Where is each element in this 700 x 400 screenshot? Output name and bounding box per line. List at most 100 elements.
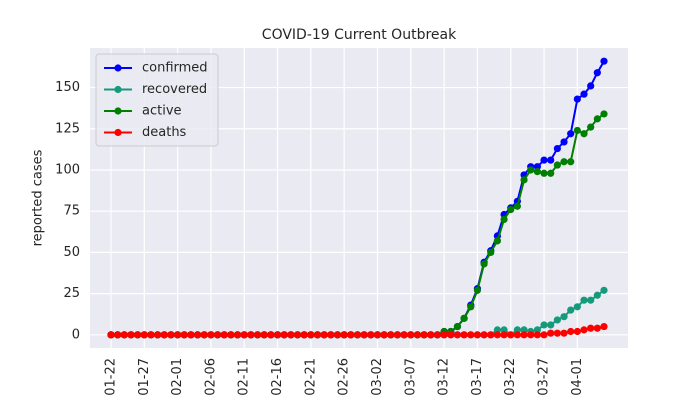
point [453, 322, 462, 331]
y-tick-label: 25 [63, 286, 80, 301]
point [473, 286, 482, 294]
x-tick-label: 02-01 [170, 358, 185, 396]
point [493, 237, 502, 245]
point [453, 331, 462, 339]
legend-label: deaths [142, 125, 187, 140]
y-tick-label: 100 [55, 162, 80, 177]
x-tick-label: 01-22 [104, 358, 119, 396]
point [287, 331, 295, 339]
point [440, 331, 448, 339]
point [320, 331, 328, 339]
point [547, 329, 555, 337]
point [154, 331, 162, 339]
point [593, 324, 601, 332]
point [267, 331, 275, 339]
chart-title: COVID-19 Current Outbreak [262, 27, 457, 43]
x-tick-label: 03-27 [537, 358, 552, 396]
point [533, 331, 541, 339]
point [333, 331, 342, 339]
point [547, 321, 555, 329]
point [567, 327, 575, 336]
point [600, 110, 608, 118]
point [200, 331, 208, 339]
legend-label: confirmed [142, 61, 208, 76]
point [587, 324, 595, 332]
point [380, 331, 388, 339]
point [253, 331, 262, 339]
point [140, 331, 148, 339]
point [327, 331, 335, 339]
point [533, 168, 541, 176]
x-tick-label: 02-16 [270, 358, 285, 396]
point [114, 331, 122, 339]
point [227, 331, 235, 339]
point [553, 329, 561, 337]
point [500, 215, 508, 224]
point [473, 331, 482, 339]
point [247, 331, 255, 339]
point [407, 331, 415, 339]
point [600, 286, 608, 294]
x-tick-label: 03-07 [403, 358, 418, 396]
point [120, 331, 128, 339]
point [520, 176, 528, 184]
x-tick-label: 02-06 [203, 358, 218, 396]
y-tick-label: 150 [55, 80, 80, 95]
point [413, 331, 422, 339]
legend-box [95, 53, 219, 147]
point [553, 316, 561, 324]
point [600, 322, 608, 331]
point [194, 331, 202, 339]
point [273, 331, 282, 339]
point [593, 115, 601, 123]
point [507, 205, 515, 214]
point [460, 314, 468, 322]
y-tick-label: 125 [55, 121, 80, 136]
point [467, 303, 475, 311]
point [593, 291, 601, 299]
point [213, 331, 222, 339]
point [467, 331, 475, 339]
point [580, 130, 588, 138]
point [240, 331, 248, 339]
point [347, 331, 355, 339]
point [147, 331, 155, 339]
point [567, 130, 575, 138]
point [260, 331, 268, 339]
point [180, 331, 188, 339]
point [134, 331, 142, 339]
x-tick-label: 02-11 [237, 358, 252, 396]
x-tick-label: 02-21 [303, 358, 318, 396]
point [400, 331, 408, 339]
y-tick-label: 50 [63, 245, 80, 260]
legend-marker [114, 128, 122, 137]
point [167, 331, 175, 339]
y-tick-label: 75 [63, 204, 80, 219]
point [567, 306, 575, 314]
point [547, 156, 555, 164]
point [527, 331, 535, 339]
point [533, 163, 541, 171]
point [520, 331, 528, 339]
point [187, 331, 195, 339]
point [513, 326, 521, 334]
point [573, 327, 581, 336]
point [487, 248, 495, 256]
point [567, 158, 575, 166]
point [393, 331, 402, 339]
point [527, 166, 535, 174]
x-tick-label: 03-12 [437, 358, 452, 396]
point [280, 331, 288, 339]
x-tick-label: 03-02 [370, 358, 385, 396]
point [540, 169, 548, 177]
point [520, 326, 528, 334]
point [587, 296, 595, 304]
point [560, 158, 568, 166]
point [587, 82, 595, 90]
point [360, 331, 368, 339]
point [507, 331, 515, 339]
point [493, 326, 502, 334]
point [513, 202, 521, 210]
point [387, 331, 395, 339]
